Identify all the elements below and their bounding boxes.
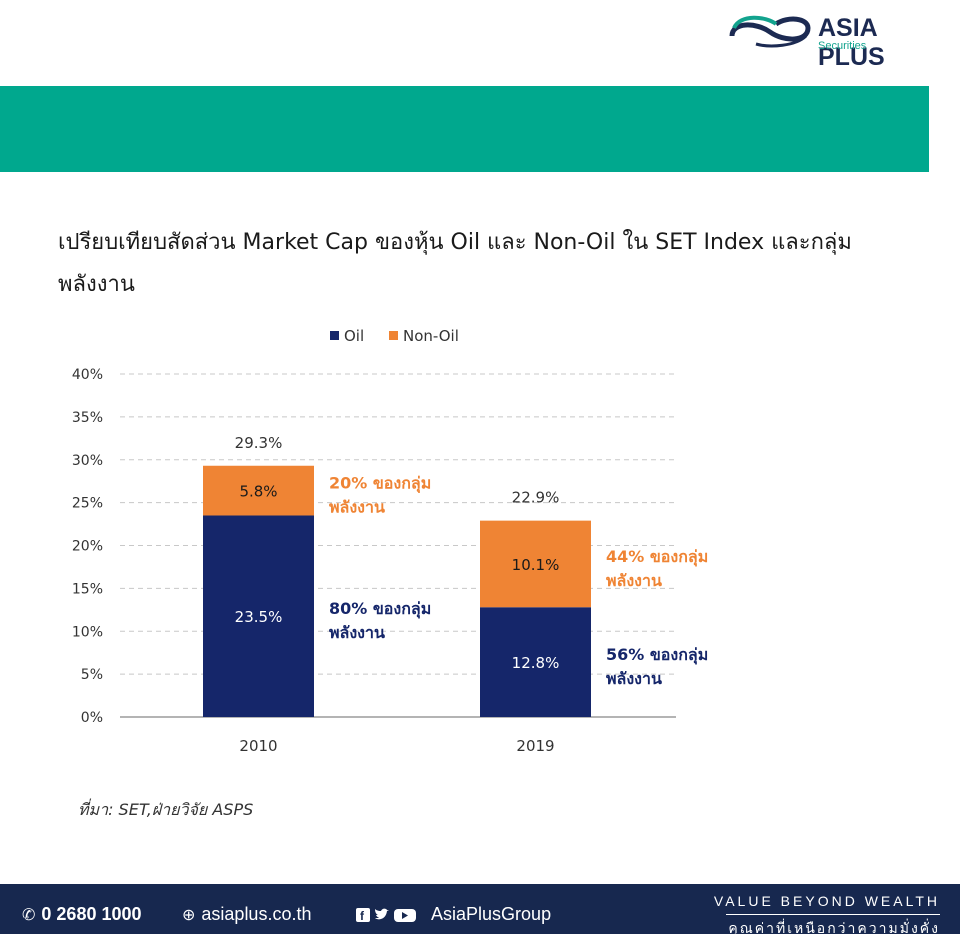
y-tick-label: 25%: [72, 496, 103, 512]
annotation-line2: พลังงาน: [329, 498, 385, 517]
footer: ✆ 0 2680 1000 ⊕ asiaplus.co.th f AsiaPlusG…: [0, 884, 960, 937]
bar-2019-non-oil: [480, 520, 591, 608]
brand-name: ASIA PLUS: [818, 14, 885, 71]
phone-number: 0 2680 1000: [41, 904, 142, 924]
data-label: 23.5%: [235, 608, 283, 626]
legend-swatch-oil: [330, 331, 339, 340]
social-link[interactable]: f AsiaPlusGroup: [356, 904, 551, 925]
phone-icon: ✆: [22, 907, 36, 924]
y-tick-label: 35%: [72, 410, 103, 426]
brand-sub: Securities: [818, 40, 867, 52]
stacked-bar-chart: Oil Non-Oil 0% 5% 10% 15% 20% 25% 30% 35% 40% 23.…: [72, 327, 708, 755]
data-label: 10.1%: [512, 556, 560, 574]
y-tick-label: 0%: [81, 710, 103, 726]
page-title: เปรียบเทียบสัดส่วน Market Cap ของหุ้น Oi…: [58, 230, 852, 297]
social-icons: f: [356, 908, 416, 923]
data-label: 5.8%: [239, 483, 277, 501]
x-tick-label: 2010: [239, 737, 277, 755]
y-tick-label: 15%: [72, 581, 103, 597]
website-link[interactable]: ⊕ asiaplus.co.th: [182, 904, 311, 925]
total-label: 22.9%: [512, 489, 560, 507]
y-tick-label: 20%: [72, 539, 103, 555]
x-tick-label: 2019: [516, 737, 554, 755]
bar-2010-oil: [203, 515, 314, 717]
source-note: ที่มา: SET,ฝ่ายวิจัย ASPS: [78, 800, 254, 819]
chart-legend: Oil Non-Oil: [330, 327, 459, 345]
annotation-line1: 44% ของกลุ่ม: [606, 547, 708, 567]
y-axis: 0% 5% 10% 15% 20% 25% 30% 35% 40%: [72, 367, 103, 726]
asia-plus-logo: ASIA PLUS Securities: [726, 12, 946, 71]
bar-2010-non-oil: [203, 465, 314, 516]
twitter-icon: [375, 908, 389, 920]
asia-plus-logo-icon: [729, 15, 811, 48]
legend-swatch-non-oil: [389, 331, 398, 340]
x-axis: 2010 2019: [239, 737, 554, 755]
annotation-line1: 80% ของกลุ่ม: [329, 599, 431, 619]
annotation-line2: พลังงาน: [606, 669, 662, 688]
data-label: 12.8%: [512, 654, 560, 672]
tagline-divider: [726, 914, 940, 915]
legend-label-oil: Oil: [344, 327, 364, 345]
website-text: asiaplus.co.th: [201, 904, 312, 924]
annotation-line2: พลังงาน: [329, 623, 385, 642]
tagline-th: คุณค่าที่เหนือกว่าความมั่งคั่ง: [728, 921, 940, 937]
bar-2019-oil: [480, 607, 591, 717]
y-tick-label: 40%: [72, 367, 103, 383]
annotation-line2: พลังงาน: [606, 571, 662, 590]
annotation-line1: 56% ของกลุ่ม: [606, 645, 708, 665]
annotation-line1: 20% ของกลุ่ม: [329, 474, 431, 494]
y-tick-label: 10%: [72, 624, 103, 640]
svg-text:f: f: [360, 909, 365, 923]
total-label: 29.3%: [235, 434, 283, 452]
globe-icon: ⊕: [182, 907, 196, 924]
legend-label-non-oil: Non-Oil: [403, 327, 459, 345]
social-handle: AsiaPlusGroup: [431, 904, 552, 924]
header-band: [0, 86, 929, 172]
facebook-icon: [356, 908, 370, 923]
phone-link[interactable]: ✆ 0 2680 1000: [22, 904, 142, 925]
y-tick-label: 30%: [72, 453, 103, 469]
tagline-en: VALUE BEYOND WEALTH: [713, 893, 940, 909]
y-tick-label: 5%: [81, 667, 103, 683]
